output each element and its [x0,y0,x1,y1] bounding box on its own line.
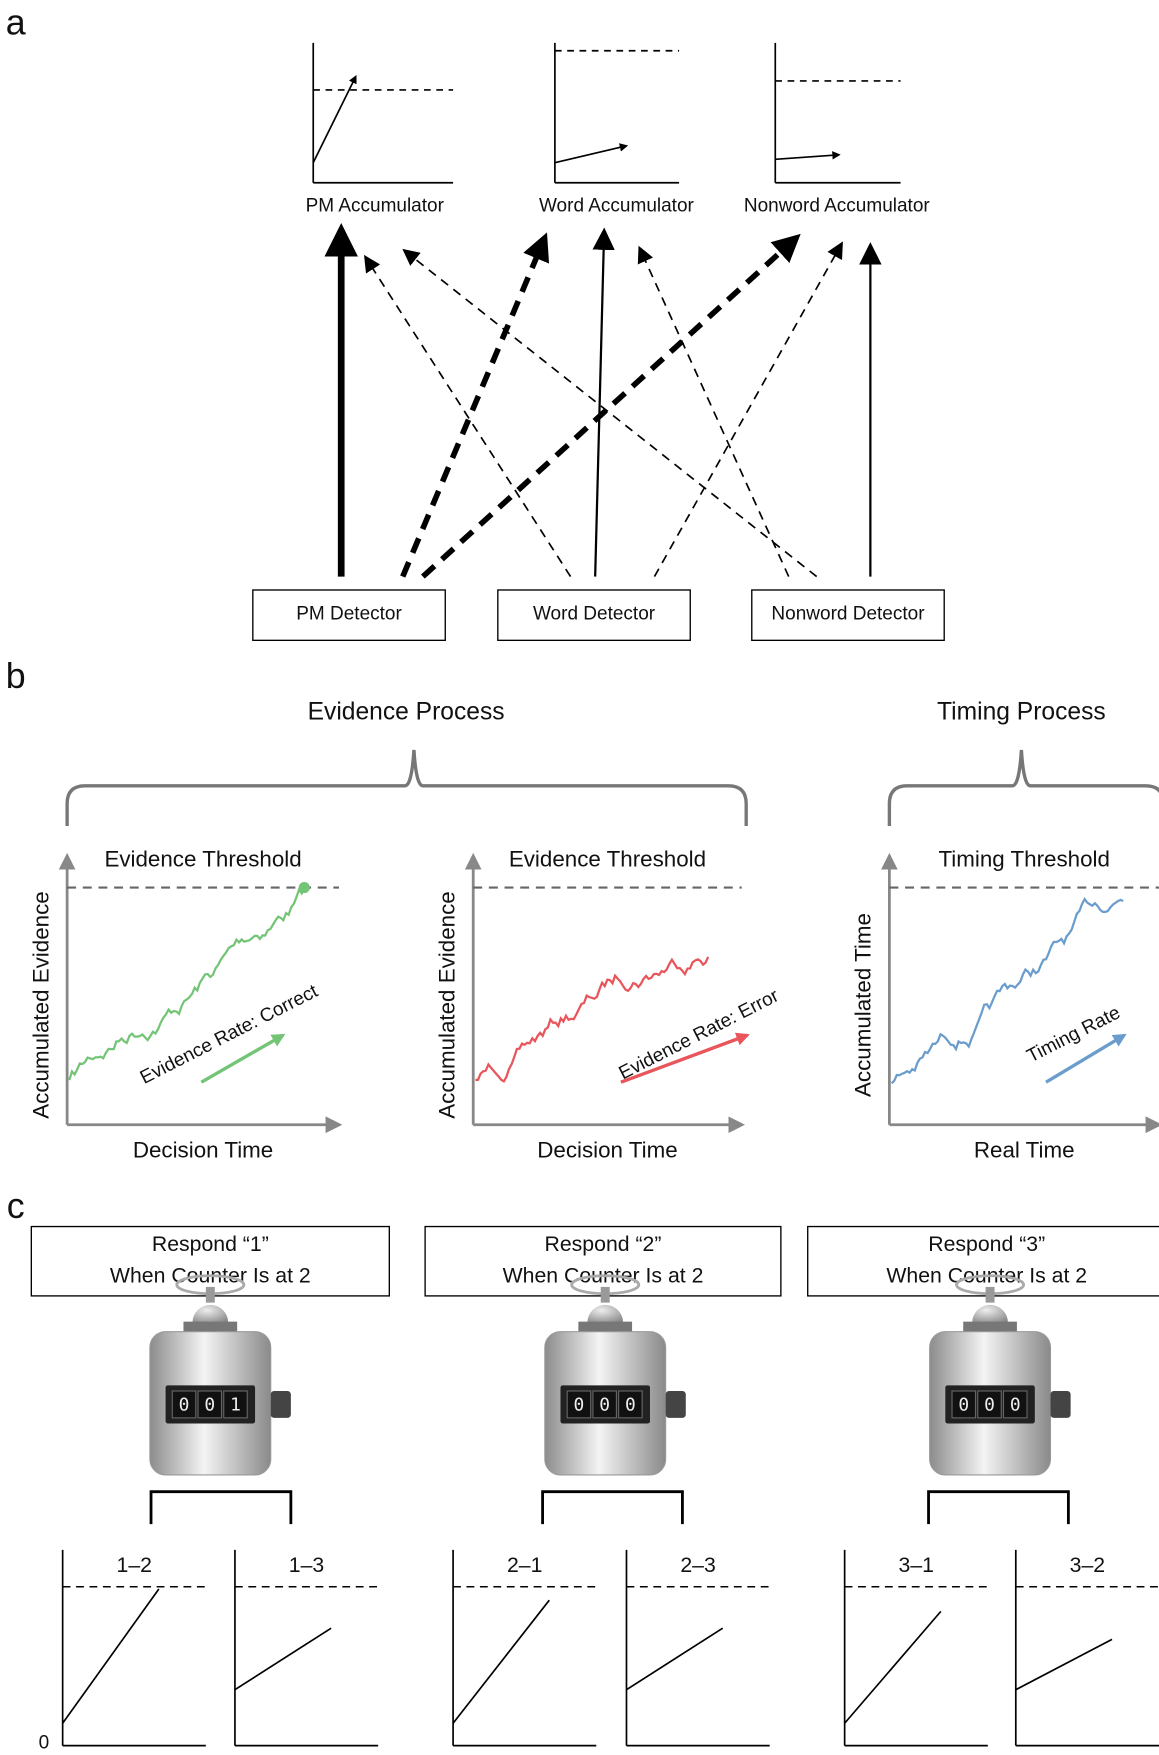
comparison-label: 3–2 [1070,1553,1105,1577]
process-title: Timing Process [937,699,1106,726]
comparison-label: 2–3 [680,1553,715,1577]
counter-digit: 0 [984,1395,995,1416]
figure: a b c PM Accumulator Word Accumulator Nonword… [0,0,1159,1755]
bracket [543,1492,683,1524]
page: {"panel_labels": ["a", "b", "c"], "accum… [0,0,1159,1755]
comparison-label: 1–2 [117,1553,152,1577]
threshold-label: Timing Threshold [938,847,1110,872]
connection-arrow [423,238,797,577]
bracket [929,1492,1069,1524]
y-axis-label: Accumulated Evidence [435,891,460,1118]
counter-digit: 0 [1010,1395,1021,1416]
counter-knob [666,1391,686,1418]
instruction-text: Respond “3” [928,1232,1045,1256]
brace [889,750,1159,826]
y-axis-label: Accumulated Evidence [28,891,53,1118]
accumulation-line [845,1611,941,1723]
counter-digit: 0 [625,1395,636,1416]
detector-label: Nonword Detector [771,604,925,625]
x-axis-label: Decision Time [537,1137,677,1162]
instruction-text: Respond “1” [152,1232,269,1256]
counter-dome [587,1305,623,1323]
connection-arrow [640,249,789,577]
accumulation-line [1016,1639,1112,1689]
connection-arrow [595,232,604,577]
counter-dome [972,1305,1008,1323]
rate-label: Evidence Rate: Error [616,985,783,1084]
connection-arrow [654,244,841,576]
threshold-label: Evidence Threshold [104,847,301,872]
rate-arrow [555,146,627,163]
accumulator-label: Nonword Accumulator [744,195,931,216]
panel-label: c [7,1186,25,1226]
accumulator-label: PM Accumulator [306,195,445,216]
rate-arrow [775,155,839,159]
counter-plate [963,1322,1017,1332]
counter-digit: 0 [958,1395,969,1416]
counter-plate [578,1322,632,1332]
brace [67,750,746,826]
counter-digit: 0 [204,1395,215,1416]
comparison-label: 1–3 [289,1553,324,1577]
rate-label: Evidence Rate: Correct [137,981,322,1089]
y-axis-label: Accumulated Time [851,913,876,1097]
counter-stem [601,1287,610,1303]
counter-digit: 0 [599,1395,610,1416]
process-title: Evidence Process [308,699,505,726]
comparison-label: 3–1 [899,1553,934,1577]
counter-plate [183,1322,237,1332]
zero-label: 0 [39,1732,50,1753]
counter-digit: 1 [230,1395,241,1416]
accumulator-label: Word Accumulator [539,195,695,216]
counter-stem [986,1287,995,1303]
panel-label: b [6,656,26,696]
instruction-text: Respond “2” [545,1232,662,1256]
counter-stem [206,1287,215,1303]
bracket [151,1492,291,1524]
counter-knob [271,1391,291,1418]
x-axis-label: Real Time [974,1137,1075,1162]
threshold-hit [299,882,310,893]
accumulation-line [63,1589,159,1723]
counter-knob [1050,1391,1070,1418]
x-axis-label: Decision Time [133,1137,273,1162]
accumulation-line [235,1628,331,1690]
comparison-label: 2–1 [507,1553,542,1577]
accumulation-line [626,1628,722,1690]
counter-digit: 0 [574,1395,585,1416]
counter-dome [192,1305,228,1323]
threshold-label: Evidence Threshold [509,847,706,872]
panel-label: a [6,2,26,42]
accumulation-line [453,1600,549,1723]
detector-label: PM Detector [296,604,402,625]
detector-label: Word Detector [533,604,656,625]
rate-label: Timing Rate [1024,1002,1124,1067]
connection-arrow [366,258,571,577]
counter-digit: 0 [179,1395,190,1416]
connection-arrow [403,238,545,577]
